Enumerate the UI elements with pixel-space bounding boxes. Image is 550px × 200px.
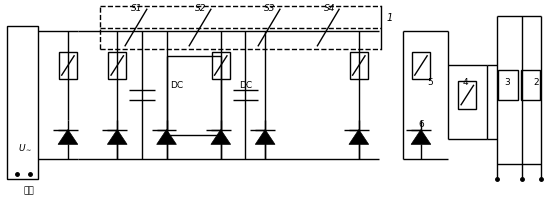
Polygon shape bbox=[211, 130, 230, 144]
Polygon shape bbox=[157, 130, 177, 144]
Bar bbox=[498, 70, 518, 100]
Text: S4: S4 bbox=[323, 4, 335, 13]
Text: S3: S3 bbox=[265, 4, 276, 13]
Polygon shape bbox=[349, 130, 368, 144]
Text: 时标: 时标 bbox=[23, 186, 34, 195]
Polygon shape bbox=[411, 130, 431, 144]
Text: 6: 6 bbox=[418, 120, 424, 129]
Text: 4: 4 bbox=[463, 78, 468, 87]
Text: 3: 3 bbox=[504, 78, 510, 87]
Bar bbox=[7, 26, 39, 179]
Polygon shape bbox=[107, 130, 127, 144]
Text: S2: S2 bbox=[195, 4, 207, 13]
Bar bbox=[212, 52, 230, 79]
Text: DC: DC bbox=[170, 81, 183, 90]
Polygon shape bbox=[58, 130, 78, 144]
Bar bbox=[108, 52, 126, 79]
Text: $U_{\sim}$: $U_{\sim}$ bbox=[18, 142, 33, 152]
Bar bbox=[350, 52, 368, 79]
Bar bbox=[59, 52, 77, 79]
Text: 5: 5 bbox=[427, 78, 433, 87]
Text: 1: 1 bbox=[387, 13, 393, 23]
Text: DC: DC bbox=[239, 81, 252, 90]
Bar bbox=[412, 52, 430, 79]
Bar bbox=[458, 81, 476, 109]
Bar bbox=[520, 70, 540, 100]
Text: 2: 2 bbox=[534, 78, 539, 87]
Polygon shape bbox=[255, 130, 275, 144]
Text: S1: S1 bbox=[131, 4, 142, 13]
